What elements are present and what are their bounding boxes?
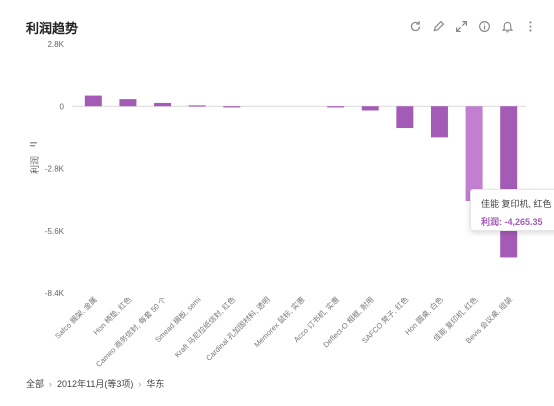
bar[interactable] <box>188 105 206 107</box>
bar[interactable] <box>465 106 483 202</box>
tooltip-value: 利润: -4,265.35 <box>481 217 543 227</box>
bar[interactable] <box>84 95 102 107</box>
y-tick-label: 0 <box>60 102 65 111</box>
y-axis-title-group: 利润 <box>29 142 40 174</box>
chart-tooltip: 佳能 复印机, 红色 利润: -4,265.35 <box>470 189 554 231</box>
chart-bars <box>84 95 518 258</box>
y-axis-title-icon-line <box>30 145 35 147</box>
edit-icon[interactable] <box>428 16 448 36</box>
bell-icon[interactable] <box>497 16 517 36</box>
expand-icon[interactable] <box>451 16 471 36</box>
x-tick-label: Kraft 马尼拉纸信封, 红色 <box>172 294 237 359</box>
bar[interactable] <box>396 106 414 129</box>
bar[interactable] <box>154 102 172 107</box>
info-icon[interactable] <box>474 16 494 36</box>
chevron-right-icon: › <box>138 378 142 389</box>
chart-toolbar <box>405 16 540 36</box>
bar[interactable] <box>223 106 241 108</box>
x-tick-label: Cameo 商务信封, 每套 50 个 <box>93 294 168 369</box>
x-tick-label: Cardinal 孔加固材料, 透明 <box>203 294 271 362</box>
refresh-icon[interactable] <box>405 16 425 36</box>
y-axis-title: 利润 <box>29 156 40 174</box>
bar[interactable] <box>327 106 345 108</box>
y-axis-ticks: 2.8K 0 -2.8K -5.6K -8.4K <box>45 40 65 298</box>
chart-grid <box>72 105 526 107</box>
breadcrumb-item-all[interactable]: 全部 <box>26 379 45 389</box>
bar[interactable] <box>361 106 379 111</box>
y-axis-title-icon <box>30 142 37 144</box>
breadcrumb-item-month[interactable]: 2012年11月(等3项) <box>57 379 134 389</box>
bar[interactable] <box>430 106 448 138</box>
y-tick-label: -2.8K <box>45 165 65 174</box>
more-icon[interactable] <box>520 16 540 36</box>
tooltip-title: 佳能 复印机, 红色 <box>481 199 552 209</box>
x-tick-label: Safco 搁架, 金属 <box>52 294 98 340</box>
breadcrumb: 全部 › 2012年11月(等3项) › 华东 <box>26 377 164 390</box>
y-tick-label: -8.4K <box>45 289 65 298</box>
bar[interactable] <box>119 99 137 107</box>
chevron-right-icon: › <box>49 378 53 389</box>
bar[interactable] <box>500 106 518 258</box>
y-tick-label: 2.8K <box>48 40 65 49</box>
y-tick-label: -5.6K <box>45 227 65 236</box>
chart-title: 利润趋势 <box>26 21 79 36</box>
breadcrumb-item-region[interactable]: 华东 <box>146 379 165 389</box>
